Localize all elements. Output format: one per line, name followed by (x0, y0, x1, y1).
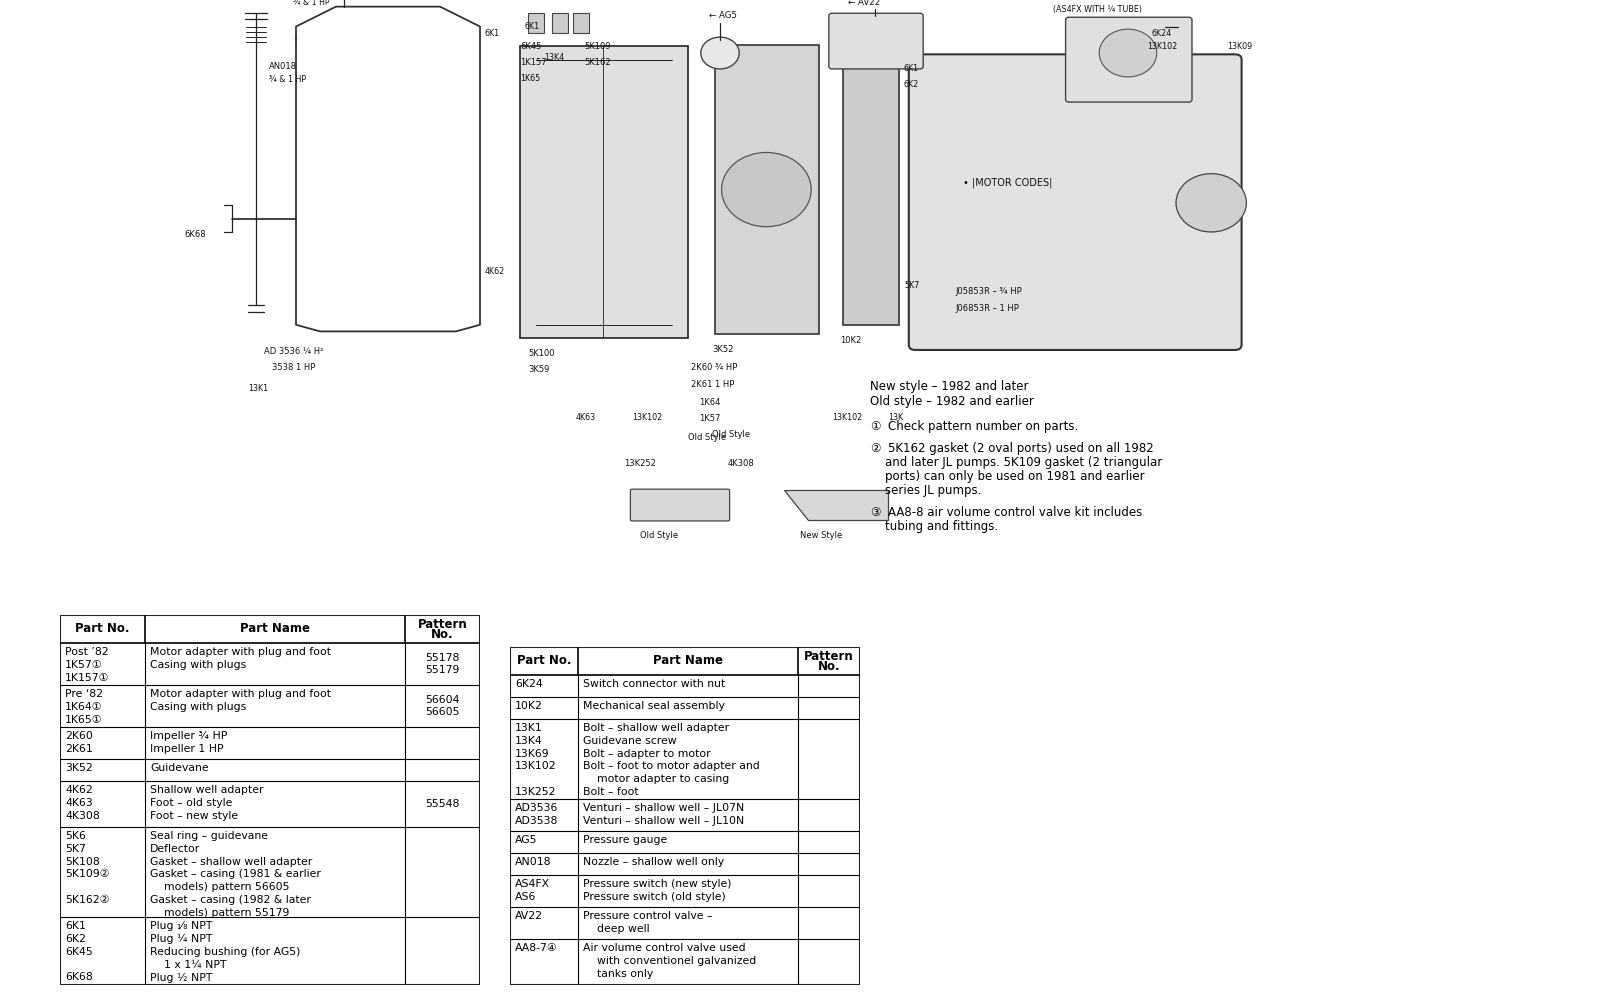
Text: Pressure control valve –
    deep well: Pressure control valve – deep well (582, 911, 712, 934)
Text: 6K45: 6K45 (520, 42, 541, 51)
Circle shape (722, 152, 811, 227)
Text: 10K2: 10K2 (840, 336, 861, 345)
Bar (552, 13, 568, 33)
Text: 3538 1 HP: 3538 1 HP (272, 363, 315, 372)
Text: Air volume control valve used
    with conventionel galvanized
    tanks only: Air volume control valve used with conve… (582, 943, 757, 979)
Text: Motor adapter with plug and foot
Casing with plugs: Motor adapter with plug and foot Casing … (150, 647, 331, 670)
Bar (528, 13, 544, 33)
Text: • |MOTOR CODES|: • |MOTOR CODES| (963, 178, 1053, 188)
Text: 13K102: 13K102 (1147, 42, 1178, 51)
Text: 13K1
13K4
13K69
13K102

13K252: 13K1 13K4 13K69 13K102 13K252 (515, 723, 557, 797)
Text: 10K2: 10K2 (515, 701, 542, 711)
Text: AD3536
AD3538: AD3536 AD3538 (515, 803, 558, 826)
Text: 4K62
4K63
4K308: 4K62 4K63 4K308 (66, 785, 99, 821)
Text: series JL pumps.: series JL pumps. (870, 484, 981, 497)
Text: Motor adapter with plug and foot
Casing with plugs: Motor adapter with plug and foot Casing … (150, 689, 331, 712)
Text: 6K1: 6K1 (904, 64, 918, 73)
Text: 5K162 gasket (2 oval ports) used on all 1982: 5K162 gasket (2 oval ports) used on all … (888, 442, 1154, 455)
Text: 2K60 ¾ HP: 2K60 ¾ HP (691, 363, 738, 372)
Text: No.: No. (818, 660, 840, 672)
Text: 13K102: 13K102 (632, 413, 662, 422)
Text: 13K4: 13K4 (544, 52, 565, 62)
Text: 5K100: 5K100 (528, 349, 555, 358)
Polygon shape (784, 490, 888, 520)
Text: tubing and fittings.: tubing and fittings. (870, 520, 998, 533)
Text: Part No.: Part No. (517, 654, 571, 668)
Text: 6K2: 6K2 (904, 80, 920, 89)
FancyBboxPatch shape (909, 54, 1242, 350)
Text: 6K68: 6K68 (184, 230, 206, 239)
Text: Part Name: Part Name (240, 622, 310, 636)
Text: Plug ₁⁄₈ NPT
Plug ¼ NPT
Reducing bushing (for AG5)
    1 x 1¼ NPT
Plug ½ NPT: Plug ₁⁄₈ NPT Plug ¼ NPT Reducing bushing… (150, 921, 301, 983)
Text: Shallow well adapter
Foot – old style
Foot – new style: Shallow well adapter Foot – old style Fo… (150, 785, 264, 821)
Text: J05853R – ¾ HP: J05853R – ¾ HP (955, 287, 1022, 296)
Text: Pre ‘82
1K64①
1K65①: Pre ‘82 1K64① 1K65① (66, 689, 102, 725)
Text: 56604
56605: 56604 56605 (426, 695, 459, 717)
Text: 6K1
6K2
6K45

6K68: 6K1 6K2 6K45 6K68 (66, 921, 93, 982)
Text: 2K60
2K61: 2K60 2K61 (66, 731, 93, 754)
Text: Nozzle – shallow well only: Nozzle – shallow well only (582, 857, 725, 867)
Text: Switch connector with nut: Switch connector with nut (582, 679, 725, 689)
Text: 5K162: 5K162 (584, 58, 611, 67)
Text: 3K52: 3K52 (712, 345, 733, 354)
Text: 4K62: 4K62 (485, 267, 506, 276)
Bar (843, 62, 899, 325)
Text: 55178
55179: 55178 55179 (426, 653, 459, 675)
Text: 13K252: 13K252 (624, 459, 656, 468)
Text: AD 3536 ¼ H²: AD 3536 ¼ H² (264, 347, 323, 356)
Circle shape (1099, 29, 1157, 77)
Text: AS4FX
AS6: AS4FX AS6 (515, 879, 550, 902)
Text: ¾ & 1 HP: ¾ & 1 HP (293, 0, 330, 7)
FancyBboxPatch shape (1066, 17, 1192, 102)
Text: Venturi – shallow well – JL07N
Venturi – shallow well – JL10N: Venturi – shallow well – JL07N Venturi –… (582, 803, 744, 826)
Text: and later JL pumps. 5K109 gasket (2 triangular: and later JL pumps. 5K109 gasket (2 tria… (870, 456, 1162, 469)
Text: 6K1: 6K1 (525, 22, 539, 31)
Text: Part Name: Part Name (653, 654, 723, 668)
Text: 13K1: 13K1 (248, 384, 269, 393)
Bar (520, 46, 688, 338)
Text: AN018: AN018 (269, 62, 296, 71)
Text: 1K157: 1K157 (520, 58, 547, 67)
Text: 4K63: 4K63 (576, 413, 597, 422)
Text: 3K59: 3K59 (528, 365, 549, 374)
Text: ← AG5: ← AG5 (709, 11, 736, 20)
Text: Guidevane: Guidevane (150, 763, 208, 773)
Text: Part No.: Part No. (75, 622, 130, 636)
Text: Old Style: Old Style (640, 531, 678, 540)
Text: ports) can only be used on 1981 and earlier: ports) can only be used on 1981 and earl… (870, 470, 1144, 483)
Text: Pressure switch (new style)
Pressure switch (old style): Pressure switch (new style) Pressure swi… (582, 879, 731, 902)
Text: Old Style: Old Style (688, 433, 726, 442)
Text: Old Style: Old Style (712, 430, 750, 439)
Text: 1K65: 1K65 (520, 74, 541, 83)
Circle shape (701, 37, 739, 69)
Text: ← AV22: ← AV22 (848, 0, 880, 7)
FancyBboxPatch shape (829, 13, 923, 69)
Text: 1K57: 1K57 (699, 414, 720, 423)
Text: 6K24: 6K24 (515, 679, 542, 689)
Text: Pattern: Pattern (418, 618, 467, 632)
Text: ②: ② (870, 442, 880, 455)
Text: 55548: 55548 (426, 799, 459, 809)
Text: New Style: New Style (800, 531, 842, 540)
Bar (573, 13, 589, 33)
Text: AV22: AV22 (515, 911, 542, 921)
Text: AG5: AG5 (515, 835, 538, 845)
Text: Pressure gauge: Pressure gauge (582, 835, 667, 845)
Text: AN018: AN018 (515, 857, 552, 867)
Text: (AS4FX WITH ¼ TUBE): (AS4FX WITH ¼ TUBE) (1053, 5, 1142, 14)
Text: No.: No. (430, 628, 454, 641)
Text: Bolt – shallow well adapter
Guidevane screw
Bolt – adapter to motor
Bolt – foot : Bolt – shallow well adapter Guidevane sc… (582, 723, 760, 797)
Text: 6K1: 6K1 (485, 29, 499, 38)
Text: ¾ & 1 HP: ¾ & 1 HP (269, 75, 306, 84)
Text: AA8-8 air volume control valve kit includes: AA8-8 air volume control valve kit inclu… (888, 506, 1142, 519)
Text: Post ’82
1K57①
1K157①: Post ’82 1K57① 1K157① (66, 647, 109, 683)
Text: Old style – 1982 and earlier: Old style – 1982 and earlier (870, 395, 1034, 408)
Text: ①: ① (870, 420, 880, 433)
Text: Check pattern number on parts.: Check pattern number on parts. (888, 420, 1078, 433)
Text: Mechanical seal assembly: Mechanical seal assembly (582, 701, 725, 711)
Text: 2K61 1 HP: 2K61 1 HP (691, 380, 734, 389)
Text: Impeller ¾ HP
Impeller 1 HP: Impeller ¾ HP Impeller 1 HP (150, 731, 227, 754)
Text: 5K109: 5K109 (584, 42, 611, 51)
Text: 13K102: 13K102 (832, 413, 862, 422)
Text: 4K308: 4K308 (728, 459, 755, 468)
